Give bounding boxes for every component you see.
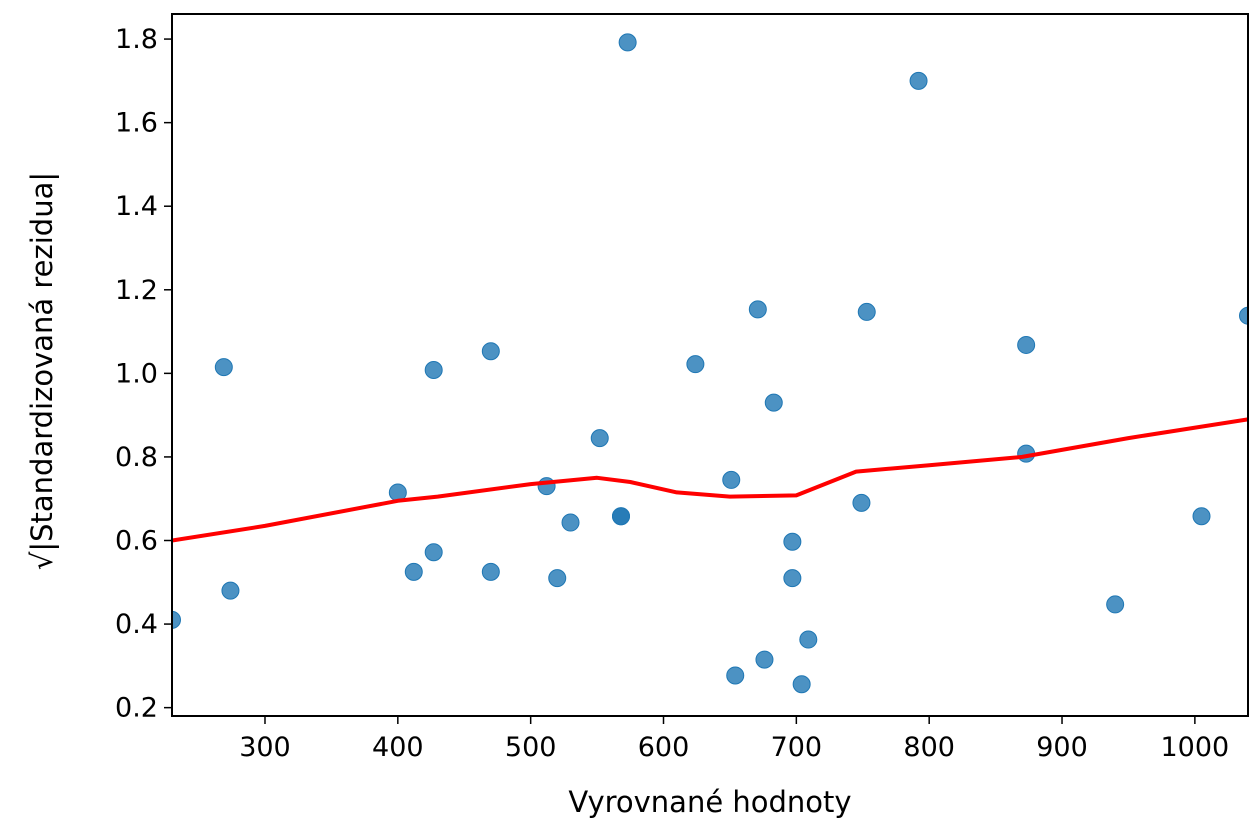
data-point-31 [1106,595,1125,614]
data-point-17 [722,470,741,489]
data-point-24 [792,675,811,694]
plot-frame [171,13,1249,717]
data-point-16 [686,355,705,374]
data-point-2 [221,581,240,600]
x-tick-label: 500 [505,732,557,763]
x-tick-label: 900 [1036,732,1088,763]
x-tick-label: 600 [638,732,690,763]
x-tick-label: 800 [903,732,955,763]
data-point-10 [548,569,567,588]
data-point-7 [481,342,500,361]
data-point-19 [748,300,767,319]
data-point-29 [1017,335,1036,354]
y-tick-label: 0.6 [115,526,158,557]
y-axis-label: √|Standardizovaná rezidua| [25,172,59,570]
data-point-18 [726,666,745,685]
data-point-26 [852,493,871,512]
trend-layer [172,417,1248,543]
data-point-5 [424,361,443,380]
lowess-trend-line [172,417,1248,543]
y-tick-label: 1.4 [115,191,158,222]
y-tick-label: 0.8 [115,442,158,473]
y-tick-label: 0.4 [115,609,158,640]
y-tick-label: 1.2 [115,275,158,306]
x-tick-label: 400 [372,732,424,763]
data-point-14 [611,507,630,526]
data-point-4 [404,562,423,581]
data-point-8 [481,562,500,581]
data-point-20 [755,650,774,669]
y-tick-label: 1.6 [115,108,158,139]
data-point-12 [590,429,609,448]
data-point-22 [783,532,802,551]
data-point-27 [857,302,876,321]
data-point-21 [764,393,783,412]
y-tick-label: 1.0 [115,358,158,389]
data-point-23 [783,569,802,588]
ticks-layer: 300 400 500 600 700 800 900 1000 0.2 0.4 0.6 0.8 1.0… [115,24,1229,763]
data-point-1 [214,358,233,377]
x-tick-label: 300 [239,732,291,763]
data-point-15 [618,33,637,52]
x-tick-label: 1000 [1161,732,1230,763]
data-point-0 [172,610,181,629]
x-tick-label: 700 [771,732,823,763]
x-axis-label: Vyrovnané hodnoty [568,785,851,819]
y-tick-label: 1.8 [115,24,158,55]
points-layer [172,33,1248,694]
data-point-33 [1239,306,1248,325]
data-point-25 [799,630,818,649]
data-point-32 [1192,507,1211,526]
data-point-28 [909,71,928,90]
y-tick-label: 0.2 [115,693,158,724]
data-point-11 [561,513,580,532]
data-point-6 [424,543,443,562]
